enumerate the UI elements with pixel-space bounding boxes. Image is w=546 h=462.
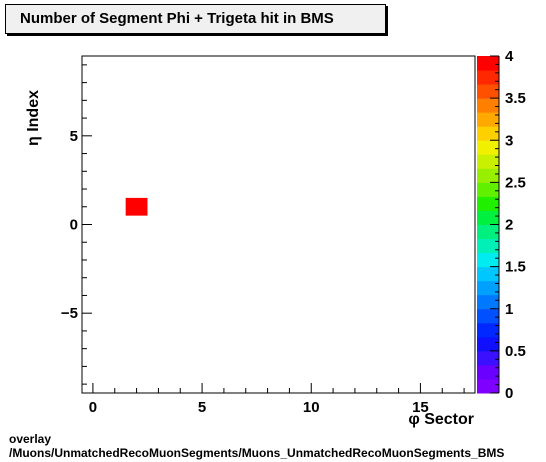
y-tick-label: −5 bbox=[61, 305, 78, 322]
colorbar-tick-label: 1 bbox=[505, 301, 513, 318]
colorbar-tick-label: 2.5 bbox=[505, 174, 526, 191]
x-axis-label: φ Sector bbox=[408, 411, 474, 428]
colorbar-segment bbox=[477, 308, 499, 324]
colorbar-segment bbox=[477, 294, 499, 310]
colorbar-segment bbox=[477, 210, 499, 225]
x-tick-label: 10 bbox=[303, 399, 320, 416]
colorbar-segment bbox=[477, 378, 499, 394]
colorbar-segment bbox=[477, 154, 499, 169]
colorbar-segment bbox=[477, 336, 499, 352]
x-tick-label: 15 bbox=[412, 399, 429, 416]
title-box: Number of Segment Phi + Trigeta hit in B… bbox=[5, 4, 386, 34]
colorbar-segment bbox=[477, 84, 499, 99]
colorbar-tick-label: 0 bbox=[505, 385, 513, 402]
plot-frame bbox=[81, 55, 476, 394]
chart-title: Number of Segment Phi + Trigeta hit in B… bbox=[20, 10, 334, 27]
colorbar-segment bbox=[477, 196, 499, 211]
colorbar-segment bbox=[477, 56, 499, 71]
y-tick-label: 0 bbox=[70, 217, 78, 234]
x-tick-label: 5 bbox=[198, 399, 206, 416]
colorbar-segment bbox=[477, 252, 499, 268]
y-axis-ticks: −5 0 5 bbox=[61, 64, 92, 385]
colorbar-tick-label: 3 bbox=[505, 132, 513, 149]
colorbar-segment bbox=[477, 364, 499, 380]
colorbar-segment bbox=[477, 112, 499, 127]
colorbar-segment bbox=[477, 350, 499, 366]
x-axis-ticks: 0 5 10 15 bbox=[89, 383, 465, 416]
colorbar-segment bbox=[477, 70, 499, 85]
colorbar-tick-label: 0.5 bbox=[505, 343, 526, 360]
colorbar-segment bbox=[477, 98, 499, 113]
colorbar-segment bbox=[477, 224, 499, 240]
colorbar-segment bbox=[477, 168, 499, 183]
y-tick-label: 5 bbox=[70, 128, 78, 145]
colorbar: 0 0.5 1 1.5 2 2.5 3 3.5 4 bbox=[477, 48, 526, 402]
y-axis-label: η Index bbox=[25, 90, 42, 146]
colorbar-tick-label: 4 bbox=[505, 48, 514, 65]
colorbar-tick-label: 1.5 bbox=[505, 259, 526, 276]
footer-line-2: /Muons/UnmatchedRecoMuonSegments/Muons_U… bbox=[9, 446, 505, 460]
colorbar-segment bbox=[477, 322, 499, 338]
colorbar-segment bbox=[477, 266, 499, 282]
heatmap-cells bbox=[125, 197, 148, 216]
heatmap-cell-0 bbox=[125, 197, 148, 216]
colorbar-segment bbox=[477, 182, 499, 197]
colorbar-tick-label: 2 bbox=[505, 217, 513, 234]
colorbar-segment bbox=[477, 238, 499, 254]
colorbar-segment bbox=[477, 280, 499, 296]
colorbar-segment bbox=[477, 126, 499, 141]
colorbar-segment bbox=[477, 140, 499, 155]
x-tick-label: 0 bbox=[89, 399, 97, 416]
footer-line-1: overlay bbox=[9, 432, 52, 446]
colorbar-tick-label: 3.5 bbox=[505, 90, 526, 107]
